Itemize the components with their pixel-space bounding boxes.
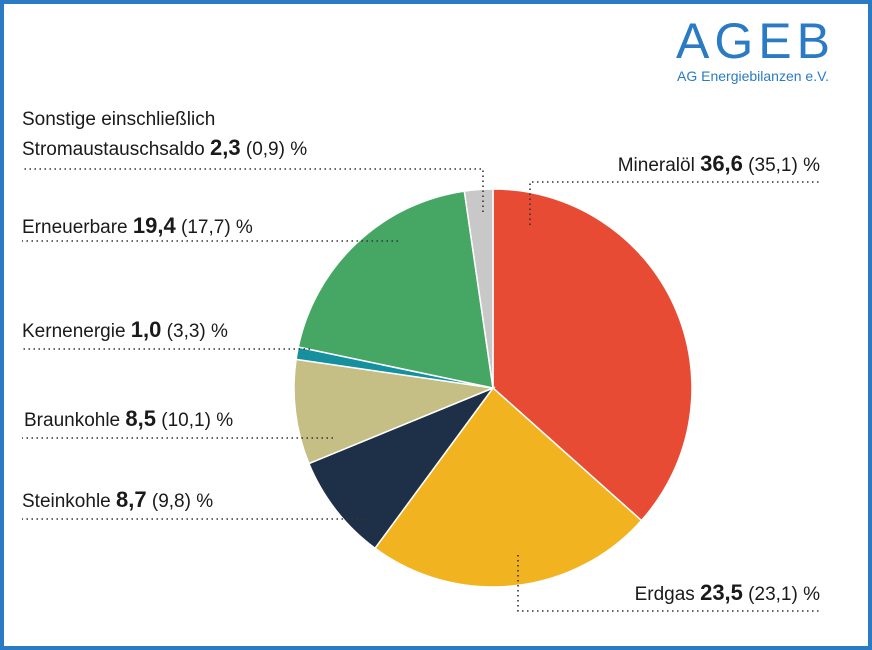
- slice-value: 23,5: [700, 580, 743, 605]
- slice-value: 2,3: [210, 135, 241, 160]
- pie-slice-0: [492, 188, 693, 522]
- slice-value: 1,0: [131, 317, 162, 342]
- pie-slice-3: [293, 358, 496, 465]
- slice-value: 8,5: [125, 406, 156, 431]
- logo-text: AGEB: [676, 13, 835, 69]
- slice-label-2: Steinkohle 8,7 (9,8) %: [22, 487, 213, 512]
- leader-line-1: [517, 555, 820, 612]
- slice-previous-value: (3,3) %: [161, 321, 228, 342]
- leader-line-6: [22, 168, 484, 212]
- pie-slice-5: [297, 190, 494, 389]
- slice-previous-value: (10,1) %: [156, 410, 233, 431]
- slice-label-0: Mineralöl 36,6 (35,1) %: [618, 151, 820, 176]
- slice-label-3: Braunkohle 8,5 (10,1) %: [24, 406, 233, 431]
- slice-label-5: Erneuerbare 19,4 (17,7) %: [22, 213, 253, 238]
- slice-previous-value: (17,7) %: [176, 217, 253, 238]
- leader-line-0: [529, 181, 820, 225]
- slice-label-4: Kernenergie 1,0 (3,3) %: [22, 317, 228, 342]
- slice-previous-value: (9,8) %: [147, 491, 214, 512]
- slice-label-6: Stromaustauschsaldo 2,3 (0,9) %: [22, 135, 307, 160]
- slice-value: 36,6: [700, 151, 743, 176]
- slice-previous-value: (35,1) %: [743, 155, 820, 176]
- slice-label-line1: Sonstige einschließlich: [22, 109, 215, 130]
- slice-label-1: Erdgas 23,5 (23,1) %: [635, 580, 821, 605]
- logo-subtitle: AG Energiebilanzen e.V.: [677, 68, 829, 84]
- slice-value: 8,7: [116, 487, 147, 512]
- pie-slice-1: [373, 386, 643, 588]
- slice-previous-value: (0,9) %: [241, 139, 308, 160]
- slice-previous-value: (23,1) %: [743, 584, 820, 605]
- pie-slice-6: [463, 188, 494, 389]
- slice-value: 19,4: [133, 213, 177, 238]
- pie-slice-2: [307, 386, 496, 550]
